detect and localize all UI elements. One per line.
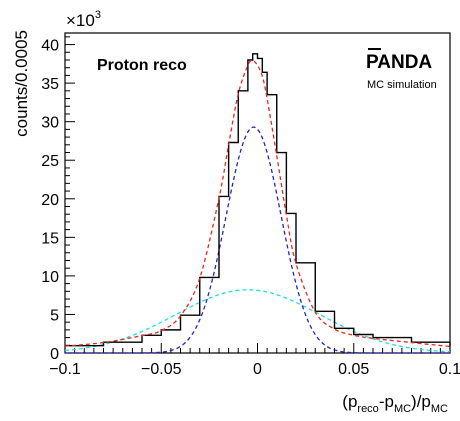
y-multiplier: ×103 xyxy=(66,9,101,30)
y-tick-label: 35 xyxy=(41,76,59,93)
y-axis: 0 5 10 15 20 25 30 35 40 xyxy=(41,36,75,363)
y-tick-label: 25 xyxy=(41,153,59,170)
series-data-histogram xyxy=(65,53,451,347)
x-axis: −0.1 −0.05 0 0.05 0.1 xyxy=(49,343,460,378)
x-axis-label: (preco-pMC)/pMC xyxy=(342,392,448,415)
x-tick-label: −0.1 xyxy=(49,361,81,378)
series-total-fit xyxy=(64,60,451,348)
y-tick-label: 5 xyxy=(50,307,59,324)
y-axis-label: counts/0.0005 xyxy=(12,30,31,137)
y-tick-label: 30 xyxy=(41,115,59,132)
y-tick-label: 15 xyxy=(41,230,59,247)
x-tick-label: 0.05 xyxy=(338,361,369,378)
panda-logo: PANDA xyxy=(366,52,432,73)
y-tick-label: 20 xyxy=(41,192,59,209)
series-layer xyxy=(64,53,451,354)
y-multiplier-exp: 3 xyxy=(95,9,101,21)
y-tick-label: 10 xyxy=(41,269,59,286)
y-tick-label: 0 xyxy=(50,346,59,363)
x-tick-label: 0.1 xyxy=(439,361,460,378)
annotation-proton-reco: Proton reco xyxy=(97,57,187,74)
x-tick-label: 0 xyxy=(253,361,262,378)
x-tick-label: −0.05 xyxy=(141,361,182,378)
panda-logo-subtitle: MC simulation xyxy=(367,79,437,91)
y-tick-label: 40 xyxy=(41,38,59,55)
series-broad-gaussian-component xyxy=(64,289,451,353)
series-narrow-gaussian-component xyxy=(65,126,450,354)
